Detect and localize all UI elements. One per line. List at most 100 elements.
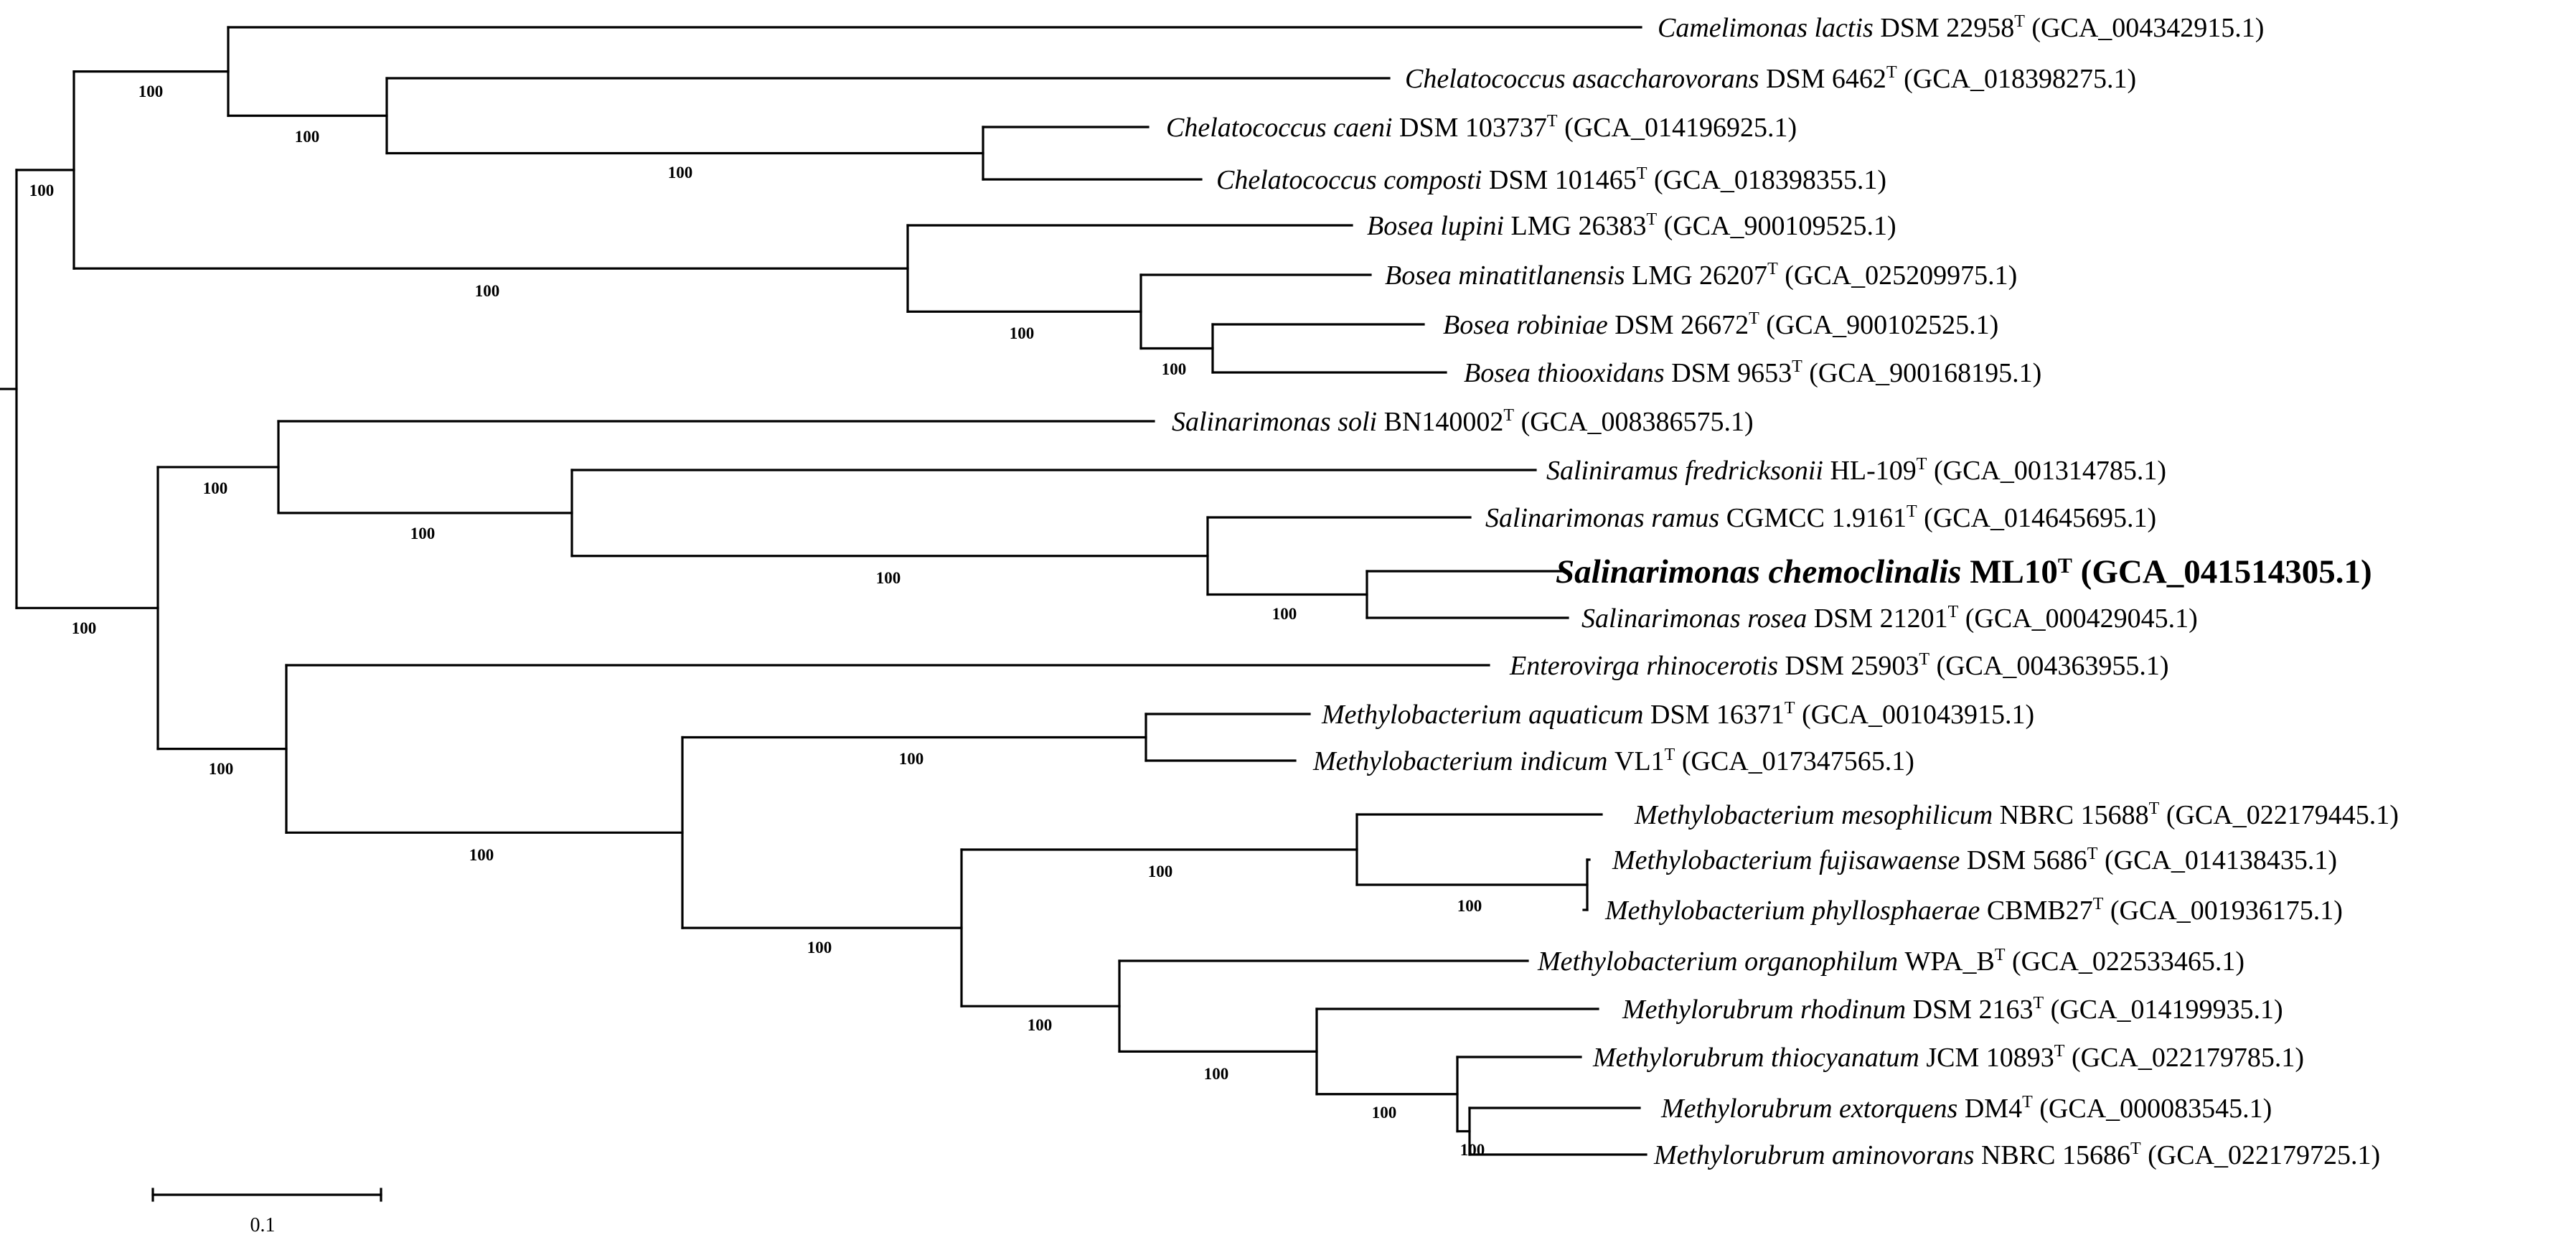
taxon-accession: (GCA_014138435.1) [2097, 845, 2337, 875]
type-strain-mark: T [1948, 603, 1959, 621]
bootstrap-value: 100 [807, 939, 832, 957]
taxon-accession: (GCA_014196925.1) [1558, 113, 1797, 143]
bootstrap-labels: 100 100 100 100 100 100 100 100 100 100 100 100 100 1… [29, 83, 1485, 1159]
taxon-strain: CBMB27 [1987, 896, 2093, 926]
taxon-strain: DSM 6462 [1766, 64, 1886, 94]
type-strain-mark: T [1749, 309, 1759, 328]
taxon-label: Methylobacterium fujisawaense DSM 5686T … [1612, 845, 2337, 875]
type-strain-mark: T [2093, 895, 2104, 913]
type-strain-mark: T [1665, 746, 1675, 764]
taxon-accession: (GCA_018398275.1) [1897, 64, 2137, 94]
taxon-strain: DSM 103737 [1399, 113, 1547, 143]
taxon-label: Bosea lupini LMG 26383T (GCA_900109525.1… [1367, 210, 1896, 241]
taxon-species: Enterovirga rhinocerotis [1509, 651, 1785, 681]
taxon-species: Bosea lupini [1367, 211, 1511, 241]
taxon-accession: (GCA_000429045.1) [1958, 603, 2198, 634]
taxon-accession: (GCA_022179785.1) [2064, 1043, 2304, 1073]
taxon-accession: (GCA_900168195.1) [1802, 358, 2042, 388]
bootstrap-value: 100 [1010, 324, 1035, 342]
type-strain-mark: T [1917, 455, 1927, 474]
taxon-species: Methylorubrum rhodinum [1622, 995, 1913, 1025]
type-strain-mark: T [2058, 554, 2072, 578]
taxon-strain: LMG 26207 [1632, 260, 1767, 291]
bootstrap-value: 100 [29, 182, 55, 199]
taxon-label: Chelatococcus composti DSM 101465T (GCA_… [1216, 164, 1886, 195]
taxon-strain: LMG 26383 [1511, 211, 1647, 241]
taxon-species: Bosea minatitlanensis [1385, 260, 1632, 291]
type-strain-mark: T [1886, 63, 1897, 82]
type-strain-mark: T [1907, 502, 1917, 521]
bootstrap-value: 100 [475, 282, 500, 300]
taxon-labels: Camelimonas lactis DSM 22958T (GCA_00434… [1166, 12, 2399, 1170]
taxon-accession: (GCA_900102525.1) [1759, 310, 1999, 340]
taxon-strain: DSM 21201 [1814, 603, 1948, 634]
taxon-accession: (GCA_018398355.1) [1647, 165, 1886, 195]
taxon-accession: (GCA_014199935.1) [2044, 995, 2283, 1025]
taxon-label: Methylorubrum aminovorans NBRC 15686T (G… [1653, 1140, 2380, 1170]
taxon-label: Salinarimonas soli BN140002T (GCA_008386… [1172, 406, 1754, 437]
taxon-strain: DSM 9653 [1671, 358, 1792, 388]
taxon-species: Bosea thiooxidans [1464, 358, 1671, 388]
type-strain-mark: T [1995, 946, 2006, 964]
bootstrap-value: 100 [899, 750, 924, 768]
bootstrap-value: 100 [138, 83, 164, 100]
bootstrap-value: 100 [876, 569, 901, 587]
bootstrap-value: 100 [1457, 897, 1482, 915]
taxon-strain: VL1 [1614, 746, 1665, 776]
taxon-strain: DSM 22958 [1880, 13, 2014, 43]
taxon-species: Methylobacterium fujisawaense [1612, 845, 1967, 875]
taxon-accession: (GCA_004342915.1) [2025, 13, 2265, 43]
type-strain-mark: T [2149, 799, 2160, 818]
taxon-label: Bosea minatitlanensis LMG 26207T (GCA_02… [1385, 260, 2017, 291]
type-strain-mark: T [2014, 12, 2025, 31]
type-strain-mark: T [2054, 1042, 2065, 1061]
type-strain-mark: T [2130, 1140, 2141, 1158]
taxon-species: Methylobacterium indicum [1312, 746, 1614, 776]
taxon-strain: CGMCC 1.9161 [1726, 503, 1907, 533]
scale-bar: 0.1 [151, 1188, 382, 1236]
taxon-accession: (GCA_022533465.1) [2006, 946, 2245, 977]
taxon-label: Methylobacterium organophilum WPA_BT (GC… [1537, 946, 2244, 977]
taxon-strain: DSM 26672 [1614, 310, 1749, 340]
taxon-species: Salinarimonas soli [1172, 407, 1384, 437]
type-strain-mark: T [1919, 650, 1929, 669]
type-strain-mark: T [1767, 260, 1778, 278]
taxon-accession: (GCA_004363955.1) [1929, 651, 2169, 681]
bootstrap-value: 100 [668, 164, 693, 182]
taxon-strain: DSM 101465 [1489, 165, 1637, 195]
taxon-species: Methylorubrum aminovorans [1653, 1140, 1981, 1170]
type-strain-mark: T [1647, 210, 1658, 229]
taxon-accession: (GCA_000083545.1) [2033, 1094, 2272, 1124]
taxon-label: Bosea robiniae DSM 26672T (GCA_900102525… [1443, 309, 1998, 340]
taxon-strain: ML10 [1970, 553, 2058, 591]
bootstrap-value: 100 [410, 525, 436, 542]
bootstrap-value: 100 [1460, 1141, 1485, 1159]
taxon-label: Methylorubrum rhodinum DSM 2163T (GCA_01… [1622, 994, 2283, 1025]
taxon-species: Methylobacterium mesophilicum [1634, 800, 2000, 830]
taxon-species: Chelatococcus caeni [1166, 113, 1399, 143]
taxon-species: Bosea robiniae [1443, 310, 1614, 340]
taxon-label: Methylobacterium mesophilicum NBRC 15688… [1634, 799, 2399, 830]
taxon-accession: (GCA_025209975.1) [1778, 260, 2018, 291]
bootstrap-value: 100 [1272, 605, 1297, 623]
taxon-strain: NBRC 15688 [2000, 800, 2149, 830]
bootstrap-value: 100 [72, 619, 97, 637]
bootstrap-value: 100 [469, 846, 494, 864]
taxon-label: Chelatococcus asaccharovorans DSM 6462T … [1405, 63, 2136, 94]
taxon-species: Methylorubrum thiocyanatum [1592, 1043, 1926, 1073]
taxon-strain: NBRC 15686 [1981, 1140, 2130, 1170]
taxon-label: Salinarimonas chemoclinalis ML10T (GCA_0… [1556, 553, 2372, 591]
taxon-strain: HL-109 [1830, 456, 1916, 486]
type-strain-mark: T [1637, 164, 1647, 183]
taxon-label: Methylorubrum thiocyanatum JCM 10893T (G… [1592, 1042, 2304, 1073]
bootstrap-value: 100 [1372, 1104, 1397, 1122]
bootstrap-value: 100 [295, 128, 320, 146]
taxon-strain: WPA_B [1905, 946, 1995, 977]
bootstrap-value: 100 [1148, 863, 1173, 880]
taxon-accession: (GCA_001314785.1) [1927, 456, 2166, 486]
taxon-strain: DSM 5686 [1967, 845, 2087, 875]
taxon-strain: JCM 10893 [1926, 1043, 2054, 1073]
taxon-accession: (GCA_017347565.1) [1675, 746, 1914, 776]
taxon-species: Saliniramus fredricksonii [1546, 456, 1830, 486]
